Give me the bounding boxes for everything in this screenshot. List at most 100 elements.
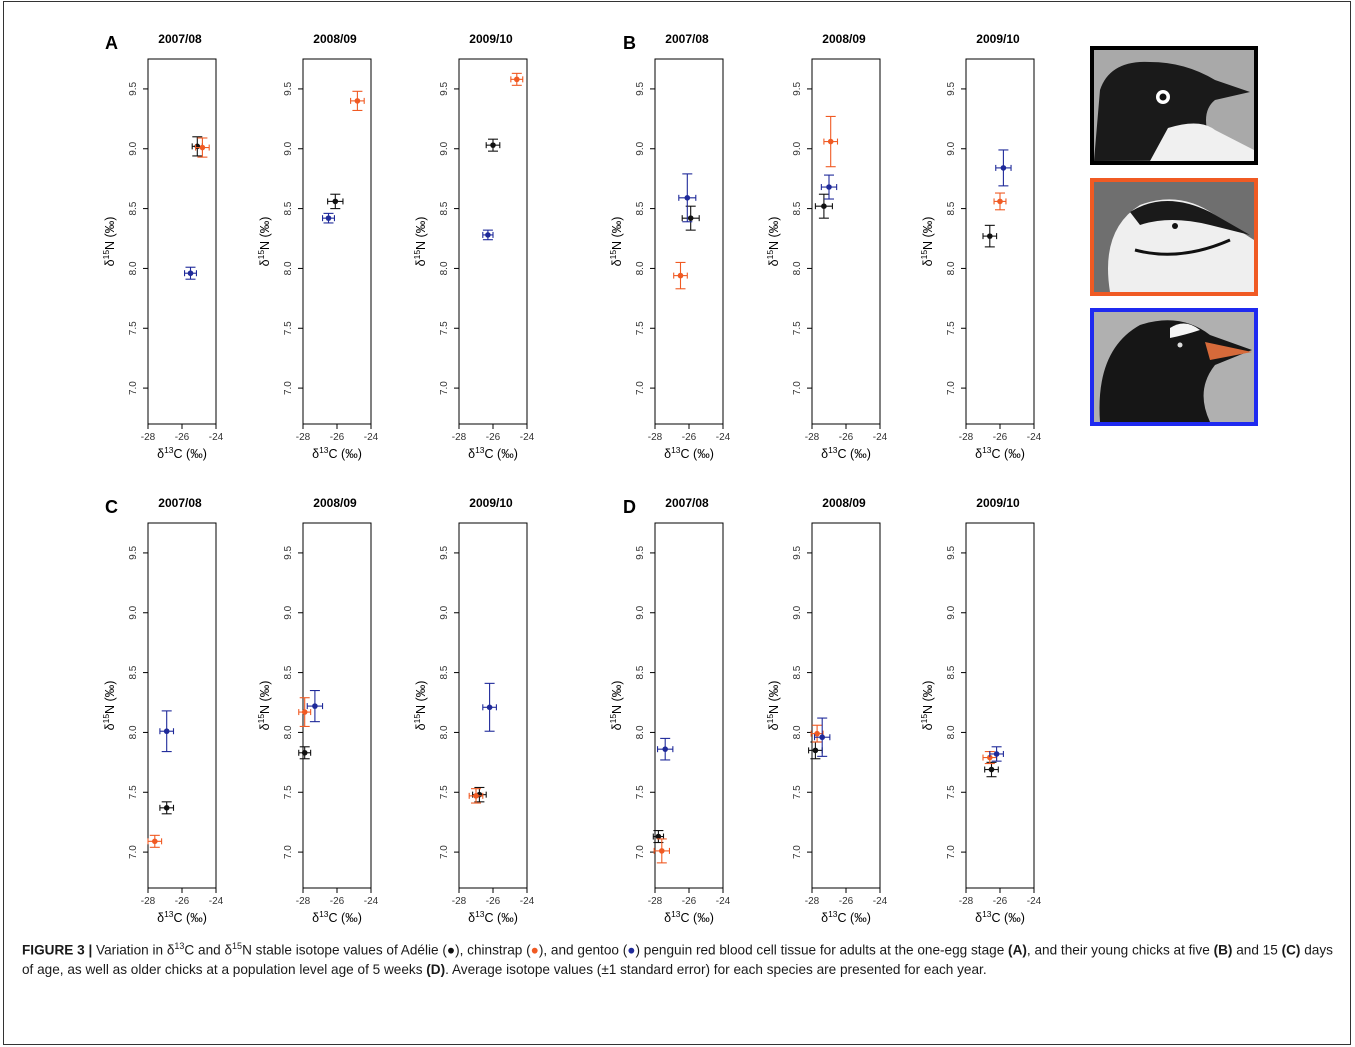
y-tick-label: 9.0	[439, 141, 450, 155]
subplot-year-title: 2007/08	[158, 496, 202, 510]
y-tick-label: 8.5	[439, 201, 450, 215]
gentoo-mean-marker	[826, 184, 832, 190]
y-tick-label: 7.5	[439, 785, 450, 799]
y-tick-label: 7.5	[635, 785, 646, 799]
chinstrap-mean-marker	[514, 76, 520, 83]
caption-superscript: 13	[174, 941, 185, 951]
x-axis-label: δ13C (‰)	[975, 445, 1025, 461]
y-tick-label: 8.0	[439, 261, 450, 275]
x-tick-label: -24	[520, 432, 535, 443]
x-tick-label: -26	[330, 896, 345, 907]
x-tick-label: -26	[839, 896, 854, 907]
gentoo-mean-marker	[163, 728, 170, 735]
caption-text: ) penguin red blood cell tissue for adul…	[635, 942, 1009, 958]
gentoo-mean-marker	[819, 734, 825, 741]
y-tick-label: 9.0	[946, 141, 957, 155]
x-tick-label: -26	[175, 896, 190, 907]
gentoo-mean-marker	[486, 704, 493, 711]
adelie-data-point	[298, 746, 312, 760]
gentoo-data-point	[159, 710, 175, 753]
plot-box	[654, 58, 724, 425]
adelie-data-point	[681, 205, 700, 231]
gentoo-mean-marker	[993, 751, 1000, 757]
y-tick-label: 9.5	[792, 82, 803, 96]
gentoo-data-point	[306, 689, 324, 723]
y-tick-label: 7.5	[439, 321, 450, 335]
gentoo-data-point	[482, 229, 494, 241]
y-tick-label: 8.0	[946, 261, 957, 275]
x-axis-label: δ13C (‰)	[821, 445, 871, 461]
y-tick-label: 9.0	[946, 605, 957, 619]
x-tick-label: -28	[959, 432, 974, 443]
plot-box	[811, 58, 881, 425]
adelie-data-point	[159, 801, 175, 815]
chinstrap-data-point	[993, 192, 1007, 211]
x-axis-label: δ13C (‰)	[975, 909, 1025, 925]
figure-caption: FIGURE 3 | Variation in δ13C and δ15N st…	[22, 937, 1340, 980]
chinstrap-legend-dot: ●	[530, 942, 539, 958]
adelie-mean-marker	[163, 805, 170, 811]
x-tick-label: -28	[648, 896, 663, 907]
caption-panel-ref: (D)	[426, 962, 446, 978]
y-tick-label: 9.5	[439, 546, 450, 560]
adelie-mean-marker	[988, 766, 995, 773]
gentoo-data-point	[813, 717, 831, 757]
chinstrap-mean-marker	[827, 138, 834, 145]
chinstrap-mean-marker	[152, 838, 158, 845]
y-tick-label: 8.0	[946, 725, 957, 739]
adelie-data-point	[982, 224, 998, 248]
y-tick-label: 7.5	[128, 785, 139, 799]
gentoo-mean-marker	[662, 746, 668, 752]
y-tick-label: 8.0	[792, 725, 803, 739]
caption-text: ), chinstrap (	[455, 942, 531, 958]
panel-letter-c: C	[105, 497, 118, 517]
y-tick-label: 9.0	[792, 605, 803, 619]
chinstrap-data-point	[147, 834, 163, 848]
x-tick-label: -24	[364, 896, 379, 907]
subplot-year-title: 2007/08	[665, 496, 709, 510]
x-tick-label: -28	[141, 896, 156, 907]
adelie-mean-marker	[687, 215, 694, 221]
chinstrap-data-point	[468, 788, 484, 804]
y-tick-label: 7.5	[283, 321, 294, 335]
subplot-year-title: 2007/08	[158, 32, 202, 46]
chinstrap-mean-marker	[997, 198, 1003, 205]
plot-box	[147, 58, 217, 425]
x-tick-label: -26	[486, 432, 501, 443]
x-tick-label: -24	[1027, 896, 1042, 907]
y-tick-label: 7.0	[792, 381, 803, 395]
chinstrap-mean-marker	[199, 144, 206, 151]
adelie-legend-dot: ●	[446, 942, 456, 958]
x-axis-label: δ13C (‰)	[468, 445, 518, 461]
caption-text: and 15	[1232, 942, 1282, 958]
y-tick-label: 7.5	[946, 321, 957, 335]
figure-plots: A 2007/087.07.58.08.59.09.5-28 -26 -24δ13C …	[101, 32, 1258, 925]
subplot-year-title: 2008/09	[822, 32, 866, 46]
y-tick-label: 8.5	[283, 665, 294, 679]
adelie-data-point	[485, 138, 501, 152]
chinstrap-penguin-photo	[1090, 178, 1258, 296]
y-axis-label: δ15N (‰)	[765, 681, 781, 731]
chinstrap-mean-marker	[677, 272, 684, 279]
subplot-year-title: 2008/09	[313, 32, 357, 46]
y-tick-label: 7.0	[439, 845, 450, 859]
plot-box	[811, 522, 881, 889]
y-tick-label: 7.5	[946, 785, 957, 799]
subplot-year-title: 2009/10	[976, 496, 1020, 510]
x-tick-label: -24	[209, 896, 224, 907]
y-axis-label: δ15N (‰)	[608, 217, 624, 267]
gentoo-data-point	[820, 174, 838, 200]
subplot-year-title: 2009/10	[976, 32, 1020, 46]
caption-text: . Average isotope values (±1 standard er…	[445, 962, 987, 978]
caption-text: Variation in δ	[92, 942, 175, 958]
x-axis-label: δ13C (‰)	[664, 445, 714, 461]
gentoo-mean-marker	[1000, 165, 1007, 171]
x-tick-label: -26	[682, 896, 697, 907]
caption-text: ), and gentoo (	[538, 942, 628, 958]
y-tick-label: 9.0	[792, 141, 803, 155]
y-tick-label: 7.0	[128, 845, 139, 859]
chinstrap-data-point	[653, 838, 671, 864]
caption-text: C and δ	[184, 942, 233, 958]
gentoo-mean-marker	[485, 232, 491, 238]
y-tick-label: 9.0	[283, 605, 294, 619]
